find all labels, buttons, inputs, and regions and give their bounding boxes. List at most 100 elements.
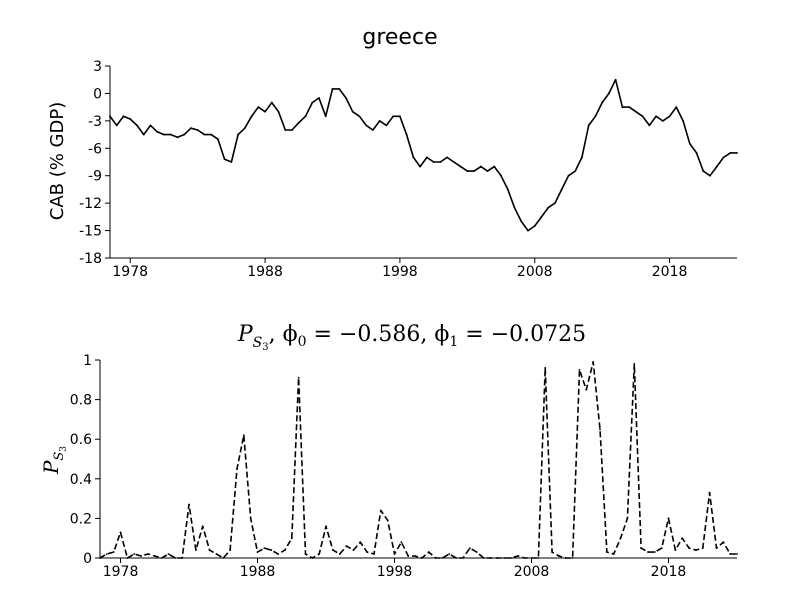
data-point (392, 115, 395, 118)
data-point (345, 97, 347, 99)
data-point (277, 553, 279, 555)
data-point (105, 553, 108, 555)
data-point (452, 161, 455, 163)
data-point (722, 156, 725, 159)
data-point (578, 369, 581, 371)
data-point (147, 553, 149, 555)
data-point (167, 553, 170, 555)
data-point (482, 557, 485, 559)
data-point (405, 133, 408, 136)
data-point (496, 557, 499, 559)
data-point (385, 124, 388, 127)
data-point (516, 555, 519, 557)
x-tick-label: 2008 (514, 564, 550, 580)
data-point (318, 97, 320, 99)
data-point (163, 133, 165, 136)
data-point (695, 549, 697, 551)
data-point (201, 525, 204, 528)
data-point (290, 537, 293, 540)
data-point (393, 553, 396, 555)
data-point (242, 434, 245, 437)
data-point (183, 133, 186, 136)
data-point (592, 361, 595, 363)
data-point (722, 541, 725, 544)
y-tick-label: -12 (79, 196, 102, 212)
data-point (378, 119, 381, 122)
data-point (434, 557, 437, 559)
x-tick-label: 1978 (112, 264, 148, 280)
data-point (109, 115, 111, 118)
data-point (446, 156, 448, 159)
data-point (181, 557, 184, 559)
data-point (468, 547, 471, 549)
series-line (109, 78, 737, 232)
data-point (149, 124, 152, 127)
data-point (359, 541, 362, 544)
data-point (126, 557, 129, 559)
data-point (688, 142, 691, 145)
data-point (510, 557, 512, 559)
data-point (486, 170, 489, 173)
data-point (338, 87, 341, 90)
data-point (462, 557, 464, 559)
data-point (230, 161, 233, 163)
x-tick-label: 2018 (652, 264, 688, 280)
data-point (594, 115, 597, 118)
data-point (421, 557, 423, 559)
data-point (140, 555, 142, 557)
data-point (419, 165, 422, 168)
data-point (291, 129, 293, 131)
data-point (619, 537, 622, 540)
data-point (256, 551, 259, 553)
data-point (386, 519, 389, 522)
data-point (372, 129, 374, 131)
data-point (115, 124, 118, 127)
data-point (533, 225, 536, 227)
data-point (605, 551, 608, 553)
axes (95, 359, 737, 563)
x-tick-label: 2018 (651, 564, 687, 580)
data-point (709, 174, 711, 177)
data-point (448, 553, 451, 555)
chart-probability: PS3, ϕ0 = −0.586, ϕ1 = −0.0725 PS3 00.20… (39, 322, 738, 580)
data-point (473, 170, 475, 173)
data-point (311, 557, 314, 559)
data-point (489, 557, 492, 559)
data-point (647, 551, 649, 553)
data-point (188, 503, 190, 506)
data-point (633, 363, 636, 365)
data-point (270, 101, 273, 104)
data-point (503, 557, 506, 559)
data-point (736, 553, 738, 555)
data-point (574, 170, 577, 173)
y-axis-label: PS3 (39, 446, 69, 475)
data-point (681, 537, 684, 540)
y-tick-label: -6 (88, 141, 102, 157)
data-point (628, 106, 631, 109)
data-point (129, 118, 132, 120)
data-point (169, 133, 172, 136)
axes (105, 65, 737, 263)
data-point (599, 428, 601, 431)
x-tick-label: 1998 (377, 564, 413, 580)
data-point (284, 129, 287, 131)
series-line (99, 361, 737, 559)
y-tick-label: 0 (83, 551, 92, 567)
data-point (648, 124, 651, 127)
data-point (351, 110, 354, 113)
data-point (608, 92, 610, 95)
data-point (500, 174, 502, 177)
data-point (311, 101, 314, 104)
data-point (653, 551, 656, 553)
data-point (190, 127, 192, 130)
data-point (585, 388, 588, 391)
data-point (729, 151, 732, 154)
data-point (142, 133, 145, 136)
data-point (331, 87, 334, 90)
data-point (560, 188, 563, 191)
data-point (661, 119, 664, 122)
data-point (459, 165, 462, 168)
data-point (702, 170, 705, 173)
data-point (237, 133, 239, 136)
